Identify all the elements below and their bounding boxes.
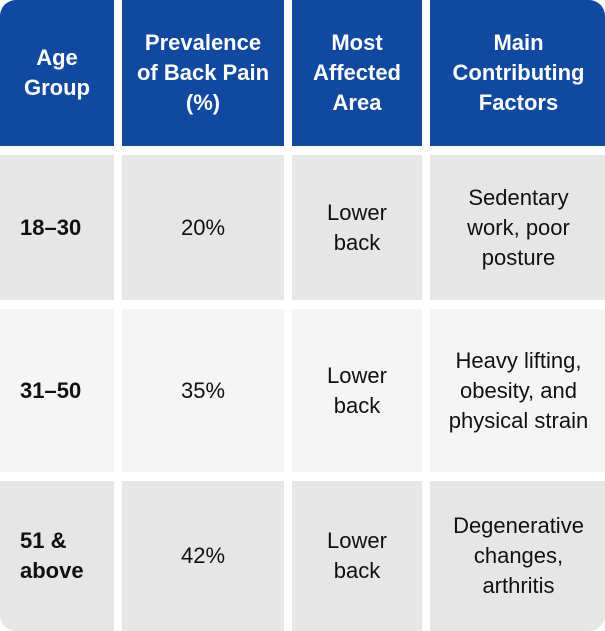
prevalence-value: 35%: [180, 377, 226, 403]
header-age-group-label: Age Group: [24, 45, 90, 100]
table-row-2-factors: Heavy lifting, obesity, and physical str…: [430, 309, 605, 472]
header-age-group: Age Group: [0, 0, 114, 146]
table-row-1-area: Lower back: [292, 155, 422, 300]
table-row-1-prevalence: 20%: [122, 155, 284, 300]
prevalence-value: 20%: [180, 214, 226, 240]
table-row-3-prevalence: 42%: [122, 481, 284, 631]
header-affected-area: Most Affected Area: [292, 0, 422, 146]
table-row-3-age: 51 & above: [0, 481, 114, 631]
header-prevalence-label: Prevalence of Back Pain (%): [136, 30, 270, 115]
header-affected-area-label: Most Affected Area: [312, 30, 401, 115]
factors-value: Sedentary work, poor posture: [467, 184, 570, 270]
table-row-3-area: Lower back: [292, 481, 422, 631]
table-row-2-area: Lower back: [292, 309, 422, 472]
area-value: Lower back: [327, 362, 387, 418]
prevalence-value: 42%: [180, 543, 226, 568]
header-contributing-factors-label: Main Contributing Factors: [452, 30, 585, 115]
area-value: Lower back: [327, 528, 387, 583]
table-row-1-age: 18–30: [0, 155, 114, 300]
age-group-value: 51 & above: [20, 528, 84, 583]
header-contributing-factors: Main Contributing Factors: [430, 0, 605, 146]
factors-value: Heavy lifting, obesity, and physical str…: [448, 347, 589, 433]
table-row-2-prevalence: 35%: [122, 309, 284, 472]
age-group-value: 18–30: [20, 214, 82, 240]
table-row-3-factors: Degenerative changes, arthritis: [430, 481, 605, 631]
age-group-value: 31–50: [20, 377, 82, 403]
factors-value: Degenerative changes, arthritis: [453, 513, 584, 598]
header-prevalence: Prevalence of Back Pain (%): [122, 0, 284, 146]
table-row-2-age: 31–50: [0, 309, 114, 472]
area-value: Lower back: [327, 199, 387, 255]
table-row-1-factors: Sedentary work, poor posture: [430, 155, 605, 300]
